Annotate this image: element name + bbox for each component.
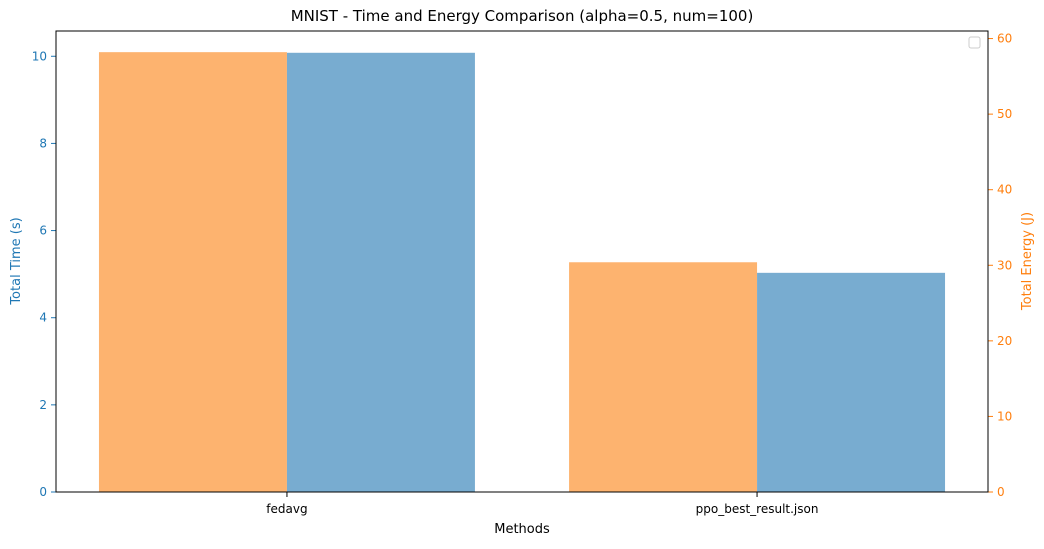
- left-y-tick-label: 4: [39, 311, 47, 325]
- right-y-tick-label: 10: [997, 409, 1012, 423]
- time-bar: [757, 272, 946, 492]
- legend-box: [968, 36, 981, 49]
- left-axis-label: Total Time (s): [9, 217, 24, 305]
- right-y-tick-label: 60: [997, 32, 1012, 46]
- left-y-tick-label: 8: [39, 136, 47, 150]
- left-y-tick-label: 0: [39, 485, 47, 499]
- time-bar: [286, 52, 475, 493]
- left-y-tick-label: 10: [32, 49, 47, 63]
- right-y-tick-label: 50: [997, 107, 1012, 121]
- x-tick-label: fedavg: [266, 502, 307, 516]
- left-y-tick-label: 2: [39, 398, 47, 412]
- right-y-tick-label: 0: [997, 485, 1005, 499]
- chart-title: MNIST - Time and Energy Comparison (alph…: [291, 7, 754, 25]
- left-y-tick-label: 6: [39, 224, 47, 238]
- x-tick-label: ppo_best_result.json: [696, 502, 819, 516]
- energy-bar: [569, 262, 758, 492]
- right-axis-label: Total Energy (J): [1020, 212, 1035, 311]
- x-axis-label: Methods: [494, 522, 550, 537]
- right-y-tick-label: 30: [997, 258, 1012, 272]
- energy-bar: [98, 52, 287, 493]
- right-y-tick-label: 20: [997, 334, 1012, 348]
- right-y-tick-label: 40: [997, 183, 1012, 197]
- plot-layer: fedavg ppo_best_result.json 0 2 4 6 8 10 0 10 20 30…: [32, 30, 1012, 516]
- plot-frame: [55, 30, 989, 493]
